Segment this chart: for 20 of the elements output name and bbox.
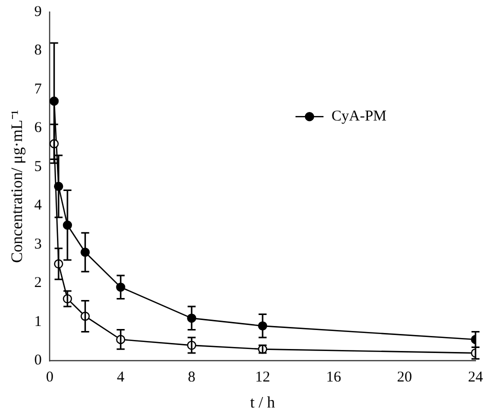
x-tick-label: 12 — [255, 370, 270, 386]
y-tick-label: 3 — [34, 236, 42, 252]
y-tick-label: 4 — [34, 198, 42, 214]
y-tick-label: 2 — [34, 275, 42, 292]
x-tick-label: 24 — [468, 370, 484, 386]
x-tick-label: 8 — [188, 370, 196, 386]
y-tick-label: 9 — [34, 4, 42, 20]
x-tick-label: 16 — [326, 370, 342, 386]
x-tick-label: 4 — [116, 370, 125, 386]
legend-label: CyA-PM — [332, 108, 387, 125]
y-tick-label: 7 — [34, 81, 42, 98]
y-tick-label: 8 — [34, 42, 42, 59]
x-axis-title: t / h — [250, 394, 276, 412]
x-tick-label: 0 — [46, 370, 54, 386]
y-tick-label: 0 — [34, 352, 42, 369]
y-axis-title: Concentration/ μg·mL⁻¹ — [8, 110, 26, 263]
x-tick-label: 20 — [397, 370, 412, 386]
y-tick-label: 6 — [34, 120, 42, 136]
y-tick-label: 5 — [34, 158, 42, 175]
y-tick-label: 1 — [34, 314, 42, 330]
